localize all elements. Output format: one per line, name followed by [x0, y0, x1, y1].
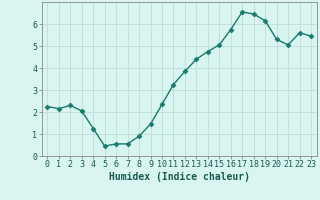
- X-axis label: Humidex (Indice chaleur): Humidex (Indice chaleur): [109, 172, 250, 182]
